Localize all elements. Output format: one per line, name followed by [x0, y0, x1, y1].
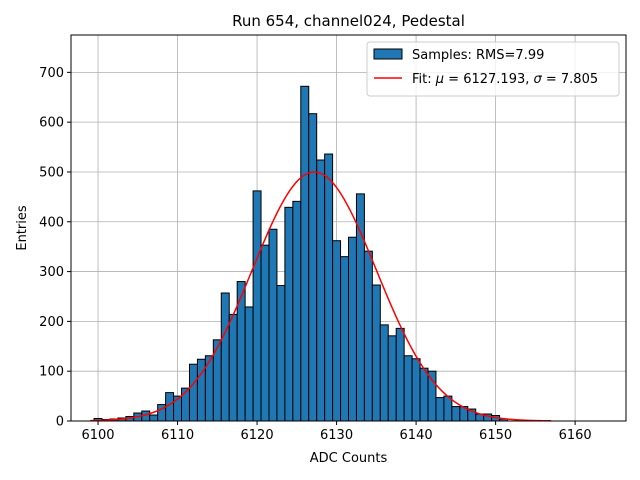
histogram-bar [348, 236, 357, 422]
histogram-bar [300, 85, 310, 422]
y-tick-label: 0 [56, 415, 64, 430]
histogram-bar [252, 190, 262, 422]
legend-mu-symbol: μ [435, 72, 444, 87]
x-tick-label: 6140 [400, 428, 433, 443]
y-tick-label: 100 [39, 365, 64, 380]
histogram-bar [332, 240, 342, 422]
histogram-bar [371, 284, 381, 422]
legend-mu-value: = 6127.193, [444, 72, 533, 87]
legend-sigma-value: = 7.805 [542, 72, 598, 87]
y-axis: 0 100 200 300 400 500 600 700 [39, 66, 71, 430]
histogram-bar [284, 206, 294, 422]
fit-line [90, 171, 552, 422]
histogram-bar [228, 313, 238, 422]
histogram-bar [355, 193, 365, 422]
histogram-bar [260, 244, 270, 422]
histogram-bar [276, 285, 286, 422]
legend-fit-prefix: Fit: [412, 72, 436, 87]
histogram-bar [308, 113, 318, 422]
x-tick-label: 6130 [320, 428, 353, 443]
histogram-bar [379, 324, 389, 422]
y-tick-label: 500 [39, 165, 64, 180]
x-axis-label: ADC Counts [310, 451, 388, 466]
y-tick-label: 400 [39, 215, 64, 230]
legend-label-histogram: Samples: RMS=7.99 [412, 48, 544, 63]
x-tick-label: 6160 [559, 428, 592, 443]
histogram-bar [443, 395, 453, 422]
chart-title: Run 654, channel024, Pedestal [232, 12, 465, 30]
histogram-bar [411, 358, 421, 422]
grid [71, 35, 626, 422]
legend-label-fit: Fit: μ = 6127.193, σ = 7.805 [412, 72, 598, 87]
histogram-bar [395, 327, 405, 422]
y-tick-label: 700 [39, 66, 64, 81]
y-axis-label: Entries [15, 205, 30, 251]
histogram-bar [188, 363, 198, 422]
plot-frame [70, 34, 627, 422]
legend-sigma-symbol: σ [534, 72, 543, 87]
legend-swatch-histogram [373, 48, 403, 60]
histogram-bar [363, 250, 373, 422]
y-tick-label: 600 [39, 116, 64, 131]
histogram-bar [268, 228, 278, 422]
histogram-bar [387, 335, 397, 422]
x-tick-label: 6100 [81, 428, 114, 443]
histogram-bar [340, 256, 349, 422]
histogram-bar [149, 414, 159, 422]
histogram-bar [435, 397, 445, 422]
histogram-bar [451, 406, 461, 422]
histogram-bar [316, 159, 326, 422]
histogram-bar [292, 200, 302, 422]
x-tick-label: 6110 [161, 428, 194, 443]
x-tick-label: 6150 [479, 428, 512, 443]
histogram-bars [93, 85, 509, 422]
histogram-bar [403, 355, 413, 422]
histogram-bar [244, 306, 254, 422]
legend: Samples: RMS=7.99 Fit: μ = 6127.193, σ =… [366, 41, 620, 97]
x-tick-label: 6120 [241, 428, 274, 443]
y-tick-label: 200 [39, 315, 64, 330]
x-axis: 6100 6110 6120 6130 6140 6150 6160 [81, 421, 592, 443]
y-tick-label: 300 [39, 265, 64, 280]
histogram-bar [324, 153, 334, 422]
histogram-bar [220, 292, 230, 422]
legend-box [366, 41, 620, 97]
histogram-bar [419, 367, 429, 422]
